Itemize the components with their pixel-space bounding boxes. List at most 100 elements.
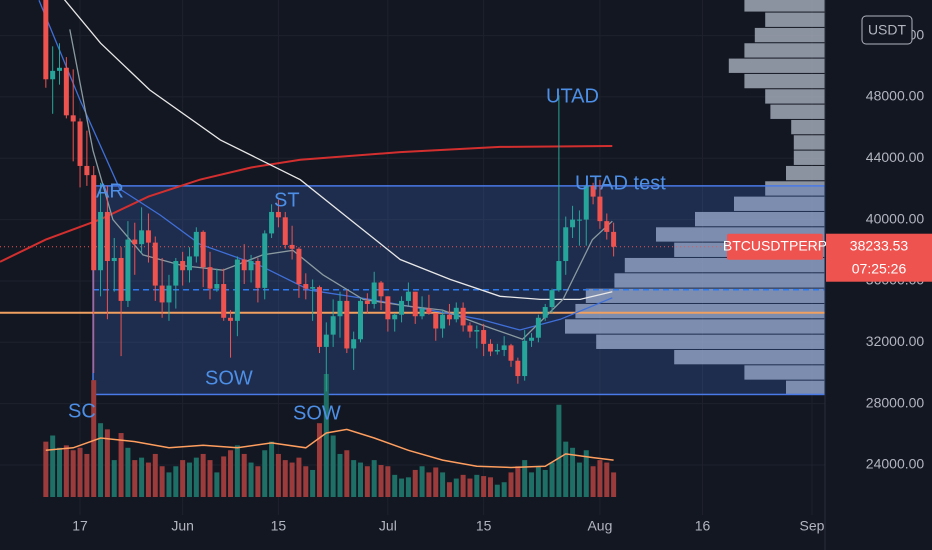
candle-body [70, 115, 76, 122]
volume-profile-bar [786, 165, 825, 181]
volume-bar [570, 447, 576, 497]
candle-body [474, 330, 480, 332]
candle-body [228, 317, 234, 321]
candle-body [310, 287, 316, 289]
volume-bar [563, 441, 569, 497]
candle-body [303, 284, 309, 289]
volume-bar [535, 466, 541, 497]
x-tick-label: Sep [800, 518, 825, 534]
volume-bar [145, 462, 151, 497]
candle-body [316, 287, 322, 347]
volume-bar [173, 466, 179, 497]
volume-bar [515, 466, 521, 497]
candle-body [111, 257, 117, 262]
candle-body [358, 300, 364, 340]
currency-button[interactable]: USDT [861, 15, 913, 45]
symbol-label: BTCUSDTPERP [723, 237, 827, 253]
volume-profile-bar [754, 27, 825, 43]
candle-body [392, 314, 398, 320]
y-tick-label: 44000.00 [866, 149, 925, 165]
volume-bar [385, 466, 391, 497]
candle-body [193, 231, 199, 257]
volume-bar [474, 474, 480, 497]
volume-bar [77, 447, 83, 497]
candle-body [371, 282, 377, 304]
volume-profile-bar [585, 288, 825, 303]
volume-bar [351, 460, 357, 497]
candle-body [337, 300, 343, 317]
volume-profile-bar [744, 365, 825, 380]
volume-bar [104, 429, 110, 497]
x-tick-label: Jun [171, 518, 194, 534]
moving-average-line [38, 0, 613, 331]
volume-bar [57, 447, 63, 497]
volume-bar [392, 474, 398, 497]
volume-bar [98, 423, 104, 497]
volume-bar [337, 453, 343, 497]
candle-body [481, 330, 487, 344]
candle-body [597, 196, 603, 222]
annotation: ST [274, 189, 300, 211]
volume-bar [494, 484, 500, 497]
volume-bar [576, 462, 582, 497]
volume-bar [440, 472, 446, 497]
volume-bar [371, 460, 377, 497]
volume-bar [501, 482, 507, 497]
currency-button-frame[interactable] [861, 15, 913, 45]
volume-profile-bar [674, 349, 825, 365]
volume-bar [330, 435, 336, 497]
candle-body [351, 339, 357, 349]
price-label: 38233.53 [850, 237, 909, 253]
volume-profile-bar [793, 135, 825, 150]
annotation: UTAD [546, 85, 599, 107]
volume-bar [91, 380, 97, 497]
volume-profile-bar [596, 334, 825, 349]
volume-bar [522, 460, 528, 497]
currency-label[interactable]: USDT [868, 22, 907, 38]
countdown-label: 07:25:26 [852, 260, 907, 276]
volume-bar [70, 450, 76, 497]
volume-bar [583, 450, 589, 497]
candle-body [296, 248, 302, 285]
candle-body [145, 230, 151, 243]
candle-body [364, 300, 370, 304]
volume-bar [344, 450, 350, 497]
volume-profile-bar [793, 150, 825, 165]
candle-body [166, 285, 172, 303]
volume-profile-bar [786, 380, 825, 395]
volume-bar [139, 457, 145, 497]
volume-bar [556, 404, 562, 497]
candle-body [132, 239, 138, 245]
volume-bar [282, 460, 288, 497]
candle-body [234, 259, 240, 321]
candle-body [186, 256, 192, 271]
candle-body [583, 185, 589, 220]
volume-bar [234, 445, 240, 497]
candle-body [221, 284, 227, 318]
x-tick-label: Aug [587, 518, 612, 534]
volume-bar [255, 466, 261, 497]
volume-bar [508, 472, 514, 497]
volume-bar [419, 466, 425, 497]
volume-bar [159, 466, 165, 497]
candle-body [207, 267, 213, 289]
annotation: UTAD test [575, 172, 666, 194]
volume-bar [611, 472, 617, 497]
volume-bar [323, 374, 329, 497]
volume-bar [405, 477, 411, 497]
candle-body [84, 165, 90, 176]
candle-body [399, 300, 405, 315]
candle-body [214, 284, 220, 289]
volume-profile-bar [744, 0, 825, 12]
candle-body [604, 221, 610, 232]
candle-body [405, 291, 411, 301]
candle-body [159, 285, 165, 303]
candle-body [529, 337, 535, 341]
volume-bar [542, 469, 548, 497]
volume-ma-line [45, 428, 614, 469]
volume-bar [166, 472, 172, 497]
x-tick-label: 17 [72, 518, 88, 534]
volume-bar [604, 462, 610, 497]
price-label-box [826, 233, 932, 282]
volume-profile-bar [765, 12, 825, 27]
